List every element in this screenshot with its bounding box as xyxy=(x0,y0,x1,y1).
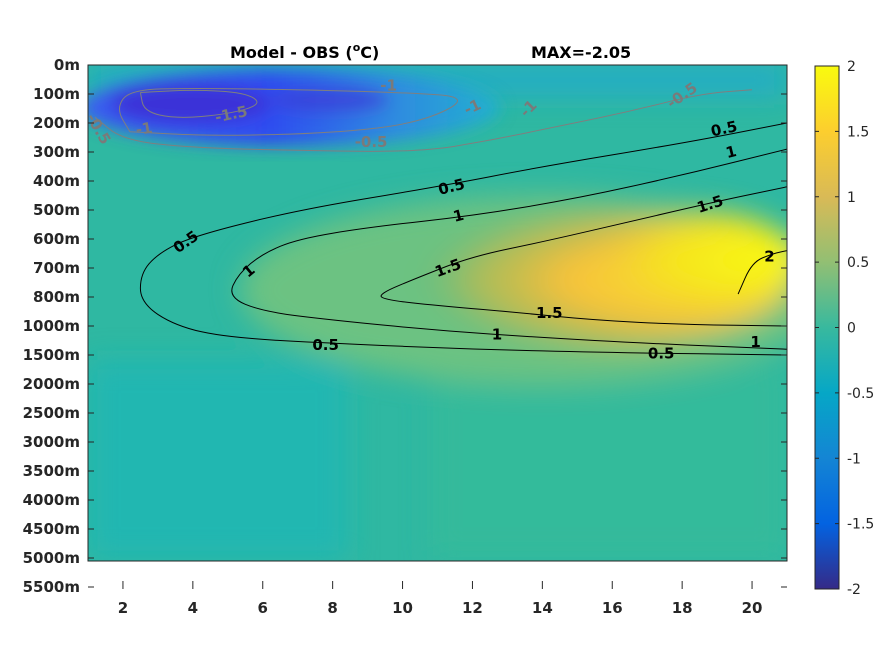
contour-label: 1 xyxy=(750,333,760,351)
colorbar: 2 1.5 1 0.5 0 -0.5 -1 -1.5 -2 xyxy=(814,59,874,598)
y-tick-label: 5500m xyxy=(23,578,80,596)
contour-label: -0.5 xyxy=(355,133,388,151)
empty-depth-region xyxy=(88,561,787,589)
y-tick-label: 500m xyxy=(33,201,80,219)
x-tick-label: 8 xyxy=(327,599,337,617)
y-tick-label: 200m xyxy=(33,114,80,132)
x-tick-label: 10 xyxy=(392,599,413,617)
y-tick-label: 0m xyxy=(54,56,80,74)
plot-frame xyxy=(87,64,788,562)
colorbar-tick-label: 0.5 xyxy=(847,255,869,271)
y-tick-label: 3500m xyxy=(23,462,80,480)
y-axis: 0m 100m 200m 300m 400m 500m 600m 700m 800m 1000m 1… xyxy=(23,56,787,596)
contour-label: -1 xyxy=(134,118,154,139)
y-tick-label: 700m xyxy=(33,259,80,277)
colorbar-tick-label: 1 xyxy=(847,190,856,206)
chart-title: Model - OBS (oC) xyxy=(230,41,379,62)
chart-subtitle: MAX=-2.05 xyxy=(531,43,631,62)
heatmap-plot-area: 0.510.51 1.50.51 1.5 21.510.5 0.51-1-1 -1 -0.5… xyxy=(88,65,787,561)
colorbar-tick-label: 0 xyxy=(847,321,856,337)
x-tick-label: 2 xyxy=(118,599,128,617)
contour-label: 0.5 xyxy=(312,336,339,354)
y-tick-label: 2000m xyxy=(23,375,80,393)
contour-line xyxy=(119,88,458,136)
x-tick-label: 20 xyxy=(742,599,763,617)
contour-line xyxy=(139,89,258,118)
colorbar-tick-label: -1 xyxy=(847,451,861,467)
y-tick-label: 600m xyxy=(33,230,80,248)
y-tick-label: 300m xyxy=(33,143,80,161)
y-tick-label: 4500m xyxy=(23,520,80,538)
contour-label: 2 xyxy=(764,247,774,265)
y-tick-label: 5000m xyxy=(23,549,80,567)
contour-label: 0.5 xyxy=(709,117,739,140)
x-axis: 2 4 6 8 10 12 14 16 18 20 xyxy=(118,581,763,617)
x-tick-label: 6 xyxy=(258,599,268,617)
y-tick-label: 800m xyxy=(33,288,80,306)
x-tick-label: 4 xyxy=(188,599,198,617)
contour-label: 0.5 xyxy=(436,175,466,199)
contour-label: 1 xyxy=(451,206,465,226)
contour-line xyxy=(380,186,787,327)
y-tick-label: 4000m xyxy=(23,491,80,509)
contour-line xyxy=(737,250,787,295)
contour-line xyxy=(231,148,787,350)
contour-line xyxy=(94,89,753,152)
contour-label: -1 xyxy=(380,76,397,94)
contour-lines xyxy=(94,88,787,356)
colorbar-tick-label: -1.5 xyxy=(847,517,874,533)
x-tick-label: 16 xyxy=(602,599,623,617)
y-tick-label: 1500m xyxy=(23,346,80,364)
contour-label: -1 xyxy=(461,95,484,118)
colorbar-tick-label: 2 xyxy=(847,59,856,75)
x-tick-label: 18 xyxy=(672,599,693,617)
x-tick-label: 14 xyxy=(532,599,553,617)
colorbar-tick-label: -2 xyxy=(847,582,861,598)
contour-label: 1.5 xyxy=(536,304,563,322)
colorbar-tick-label: -0.5 xyxy=(847,386,874,402)
contour-label: 0.5 xyxy=(648,345,675,363)
contour-line xyxy=(139,122,787,356)
y-tick-label: 1000m xyxy=(23,317,80,335)
contour-label: 1 xyxy=(724,142,738,162)
x-tick-label: 12 xyxy=(462,599,483,617)
y-tick-label: 2500m xyxy=(23,404,80,422)
colorbar-ticks: 2 1.5 1 0.5 0 -0.5 -1 -1.5 -2 xyxy=(815,59,874,598)
y-tick-label: 100m xyxy=(33,85,80,103)
contour-label: 1 xyxy=(492,326,502,344)
y-tick-label: 3000m xyxy=(23,433,80,451)
colorbar-tick-label: 1.5 xyxy=(847,124,869,140)
y-tick-label: 400m xyxy=(33,172,80,190)
